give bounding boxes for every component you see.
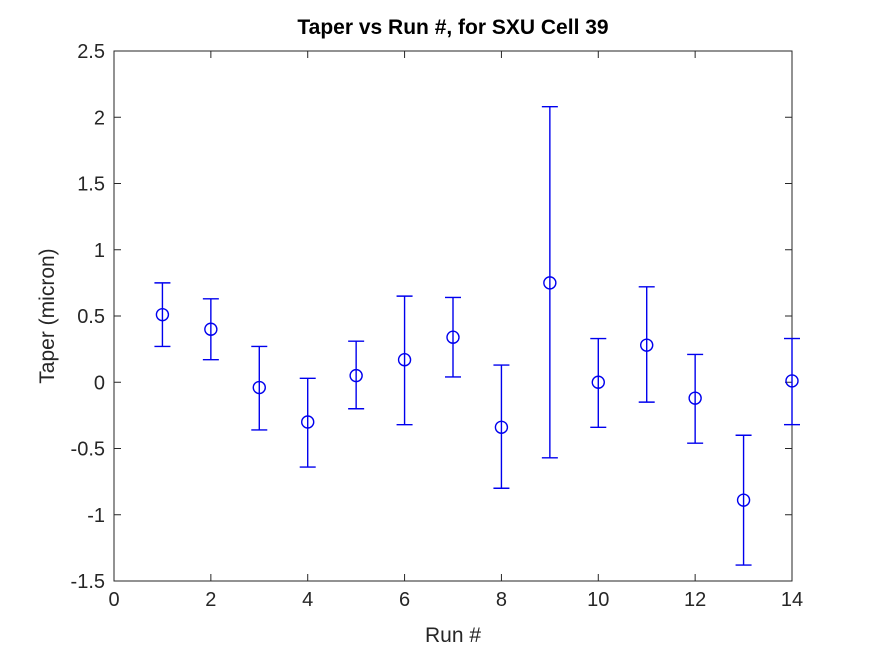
errorbar-point (638, 286, 655, 403)
errorbar-point (251, 345, 268, 431)
y-tick-label: 0 (94, 372, 105, 394)
x-tick-label: 6 (399, 589, 410, 611)
x-axis-label: Run # (425, 624, 481, 647)
chart-title: Taper vs Run #, for SXU Cell 39 (297, 16, 608, 39)
data-point-marker (591, 375, 605, 389)
x-tick-label: 14 (781, 589, 803, 611)
errorbar-point (154, 282, 171, 348)
data-point-marker (446, 330, 460, 344)
data-point-marker (494, 420, 509, 434)
errorbar-point (202, 298, 219, 361)
errorbar-point (541, 105, 558, 459)
errorbar-point (445, 296, 461, 378)
y-tick-label: 2 (94, 107, 105, 129)
y-tick-label: 2.5 (77, 41, 105, 63)
errorbar-point (735, 434, 752, 566)
data-point-marker (688, 391, 702, 405)
data-point-marker (301, 415, 315, 429)
data-point-marker (543, 276, 557, 290)
x-tick-label: 0 (108, 589, 119, 611)
x-tick-label: 4 (302, 589, 313, 611)
data-point-marker (155, 307, 170, 322)
data-point-marker (736, 493, 751, 507)
data-point-marker (204, 322, 218, 336)
errorbar-point (299, 377, 316, 468)
x-tick-label: 2 (205, 589, 216, 611)
y-tick-label: -1.5 (71, 571, 105, 593)
y-tick-label: 1.5 (77, 174, 105, 196)
y-tick-label: -1 (87, 505, 105, 527)
errorbar-point (590, 337, 607, 428)
data-point-marker (640, 338, 654, 352)
x-tick-label: 12 (684, 589, 706, 611)
x-tick-label: 10 (587, 589, 609, 611)
data-point-marker (252, 380, 266, 395)
taper-series (154, 105, 800, 566)
y-tick-label: 1 (94, 240, 105, 262)
data-point-marker (397, 353, 412, 367)
x-tick-label: 8 (496, 589, 507, 611)
errorbar-point (784, 337, 800, 426)
y-tick-label: 0.5 (77, 306, 105, 328)
data-point-marker (349, 368, 363, 383)
errorbar-point (493, 364, 510, 489)
y-axis-label: Taper (micron) (36, 248, 59, 383)
errorbar-point (396, 295, 413, 426)
errorbar-point (348, 340, 365, 410)
axes-layer: 0 2 4 6 8 10 12 14 -1.5 -1 -0.5 0 0.5 1 1.5 2 2.5 (71, 41, 804, 611)
data-point-marker (785, 374, 799, 388)
errorbar-point (687, 353, 704, 444)
y-tick-label: -0.5 (71, 439, 105, 461)
